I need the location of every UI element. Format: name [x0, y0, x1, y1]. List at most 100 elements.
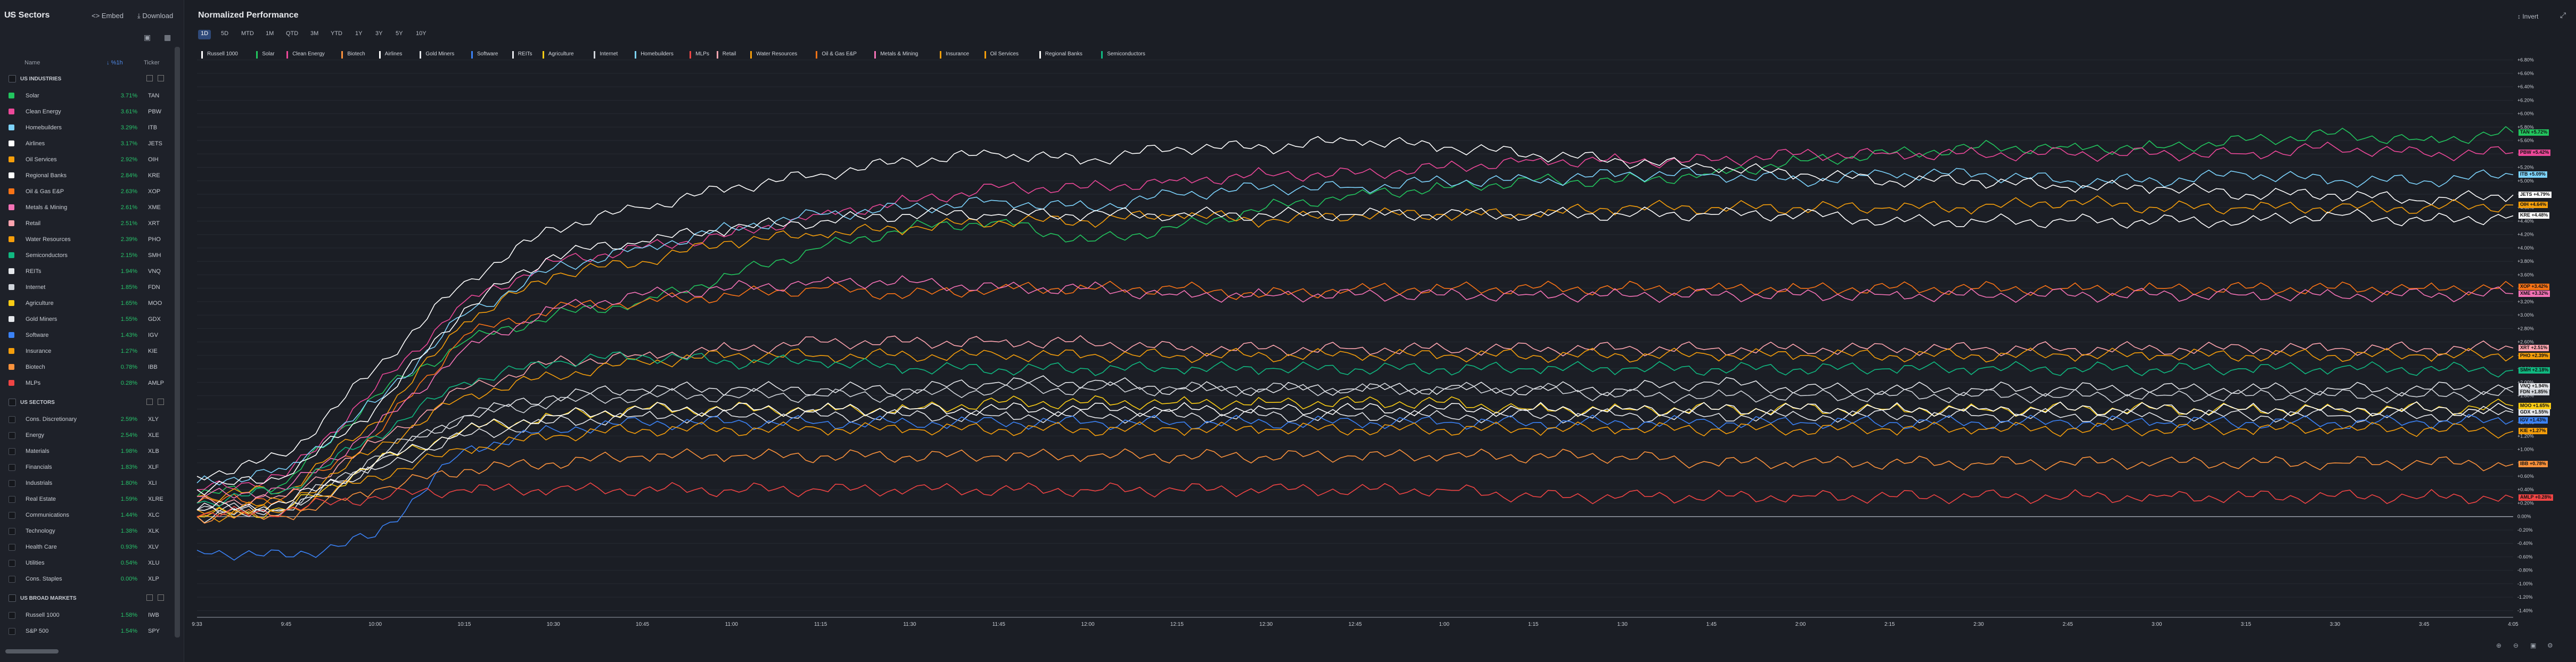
col-ticker[interactable]: Ticker: [144, 60, 160, 66]
range-mtd[interactable]: MTD: [241, 30, 254, 37]
row-checkbox[interactable]: [9, 544, 15, 551]
group-toggle-icon[interactable]: [158, 399, 164, 405]
legend-item[interactable]: Insurance: [940, 51, 969, 59]
row-checkbox[interactable]: [9, 188, 14, 194]
series-line-regional-banks[interactable]: [196, 206, 2514, 496]
range-5y[interactable]: 5Y: [396, 30, 403, 37]
series-line-software[interactable]: [196, 414, 2514, 561]
series-line-biotech[interactable]: [196, 448, 2514, 524]
series-line-mlps[interactable]: [196, 482, 2514, 518]
legend-item[interactable]: Regional Banks: [1039, 51, 1082, 59]
legend-item[interactable]: Internet: [594, 51, 618, 59]
list-item[interactable]: Cons. Discretionary 2.59% XLY: [0, 412, 176, 427]
range-ytd[interactable]: YTD: [331, 30, 342, 37]
row-checkbox[interactable]: [9, 300, 14, 306]
list-item[interactable]: Regional Banks 2.84% KRE: [0, 168, 176, 183]
zoom-in-icon[interactable]: ⊕: [2496, 642, 2502, 649]
list-item[interactable]: Homebuilders 3.29% ITB: [0, 120, 176, 135]
range-10y[interactable]: 10Y: [416, 30, 426, 37]
legend-item[interactable]: Homebuilders: [635, 51, 674, 59]
row-checkbox[interactable]: [9, 628, 15, 635]
series-line-airlines[interactable]: [196, 136, 2514, 481]
series-line-retail[interactable]: [196, 335, 2514, 507]
series-line-clean-energy[interactable]: [196, 142, 2514, 490]
legend-item[interactable]: Clean Energy: [286, 51, 325, 59]
row-checkbox[interactable]: [9, 284, 14, 290]
group-menu-icon[interactable]: [146, 594, 153, 601]
range-3m[interactable]: 3M: [310, 30, 319, 37]
list-item[interactable]: Solar 3.71% TAN: [0, 88, 176, 103]
legend-item[interactable]: Software: [471, 51, 498, 59]
horizontal-scrollbar[interactable]: [5, 649, 59, 653]
series-line-oil-gas-e-p[interactable]: [196, 280, 2514, 505]
list-item[interactable]: Oil & Gas E&P 2.63% XOP: [0, 184, 176, 199]
list-item[interactable]: Industrials 1.80% XLI: [0, 476, 176, 491]
invert-button[interactable]: ↕ Invert: [2517, 13, 2539, 20]
legend-item[interactable]: REITs: [512, 51, 532, 59]
series-line-internet[interactable]: [196, 381, 2514, 517]
group-checkbox[interactable]: [9, 594, 16, 602]
row-checkbox[interactable]: [9, 432, 15, 439]
legend-item[interactable]: Oil & Gas E&P: [816, 51, 857, 59]
col-change[interactable]: ↓ %1h: [106, 60, 123, 66]
row-checkbox[interactable]: [9, 332, 14, 338]
range-1d[interactable]: 1D: [198, 30, 211, 39]
row-checkbox[interactable]: [9, 612, 15, 619]
group-toggle-icon[interactable]: [158, 75, 164, 81]
legend-item[interactable]: Metals & Mining: [874, 51, 918, 59]
row-checkbox[interactable]: [9, 560, 15, 567]
list-item[interactable]: Health Care 0.93% XLV: [0, 540, 176, 555]
legend-item[interactable]: Agriculture: [542, 51, 574, 59]
embed-button[interactable]: <> Embed: [92, 12, 124, 20]
range-1m[interactable]: 1M: [266, 30, 274, 37]
save-icon[interactable]: ▣: [144, 33, 151, 42]
row-checkbox[interactable]: [9, 220, 14, 226]
list-item[interactable]: Real Estate 1.59% XLRE: [0, 492, 176, 507]
series-line-water-resources[interactable]: [196, 347, 2514, 514]
group-menu-icon[interactable]: [146, 75, 153, 81]
row-checkbox[interactable]: [9, 416, 15, 423]
list-item[interactable]: Gold Miners 1.55% GDX: [0, 312, 176, 327]
series-line-russell-1000[interactable]: [196, 401, 2514, 512]
edit-icon[interactable]: ✎: [7, 11, 14, 19]
expand-icon[interactable]: ⤢: [2560, 11, 2566, 19]
list-item[interactable]: Water Resources 2.39% PHO: [0, 232, 176, 247]
list-item[interactable]: Airlines 3.17% JETS: [0, 136, 176, 151]
row-checkbox[interactable]: [9, 380, 14, 386]
row-checkbox[interactable]: [9, 93, 14, 98]
series-line-insurance[interactable]: [196, 421, 2514, 523]
list-item[interactable]: Metals & Mining 2.61% XME: [0, 200, 176, 215]
list-item[interactable]: Materials 1.98% XLB: [0, 444, 176, 459]
row-checkbox[interactable]: [9, 268, 14, 274]
range-qtd[interactable]: QTD: [286, 30, 299, 37]
row-checkbox[interactable]: [9, 448, 15, 455]
list-item[interactable]: Oil Services 2.92% OIH: [0, 152, 176, 167]
row-checkbox[interactable]: [9, 172, 14, 178]
row-checkbox[interactable]: [9, 528, 15, 535]
group-toggle-icon[interactable]: [158, 594, 164, 601]
row-checkbox[interactable]: [9, 576, 15, 583]
series-line-gold-miners[interactable]: [196, 406, 2514, 517]
camera-icon[interactable]: ▣: [2530, 642, 2537, 649]
list-item[interactable]: Communications 1.44% XLC: [0, 508, 176, 523]
row-checkbox[interactable]: [9, 348, 14, 354]
list-item[interactable]: Biotech 0.78% IBB: [0, 360, 176, 375]
grid-icon[interactable]: ▦: [164, 33, 171, 42]
legend-item[interactable]: Biotech: [341, 51, 365, 59]
list-item[interactable]: MLPs 0.28% AMLP: [0, 376, 176, 391]
row-checkbox[interactable]: [9, 252, 14, 258]
list-item[interactable]: Clean Energy 3.61% PBW: [0, 104, 176, 119]
legend-item[interactable]: Russell 1000: [201, 51, 238, 59]
series-line-solar[interactable]: [196, 126, 2514, 497]
range-5d[interactable]: 5D: [221, 30, 229, 37]
list-item[interactable]: Russell 1000 1.58% IWB: [0, 608, 176, 623]
group-checkbox[interactable]: [9, 399, 16, 406]
list-item[interactable]: Insurance 1.27% KIE: [0, 344, 176, 359]
settings-icon[interactable]: ⚙: [2547, 642, 2553, 649]
group-checkbox[interactable]: [9, 75, 16, 82]
legend-item[interactable]: Airlines: [379, 51, 402, 59]
list-item[interactable]: Retail 2.51% XRT: [0, 216, 176, 231]
legend-item[interactable]: Oil Services: [984, 51, 1019, 59]
list-item[interactable]: REITs 1.94% VNQ: [0, 264, 176, 279]
list-item[interactable]: Utilities 0.54% XLU: [0, 556, 176, 570]
